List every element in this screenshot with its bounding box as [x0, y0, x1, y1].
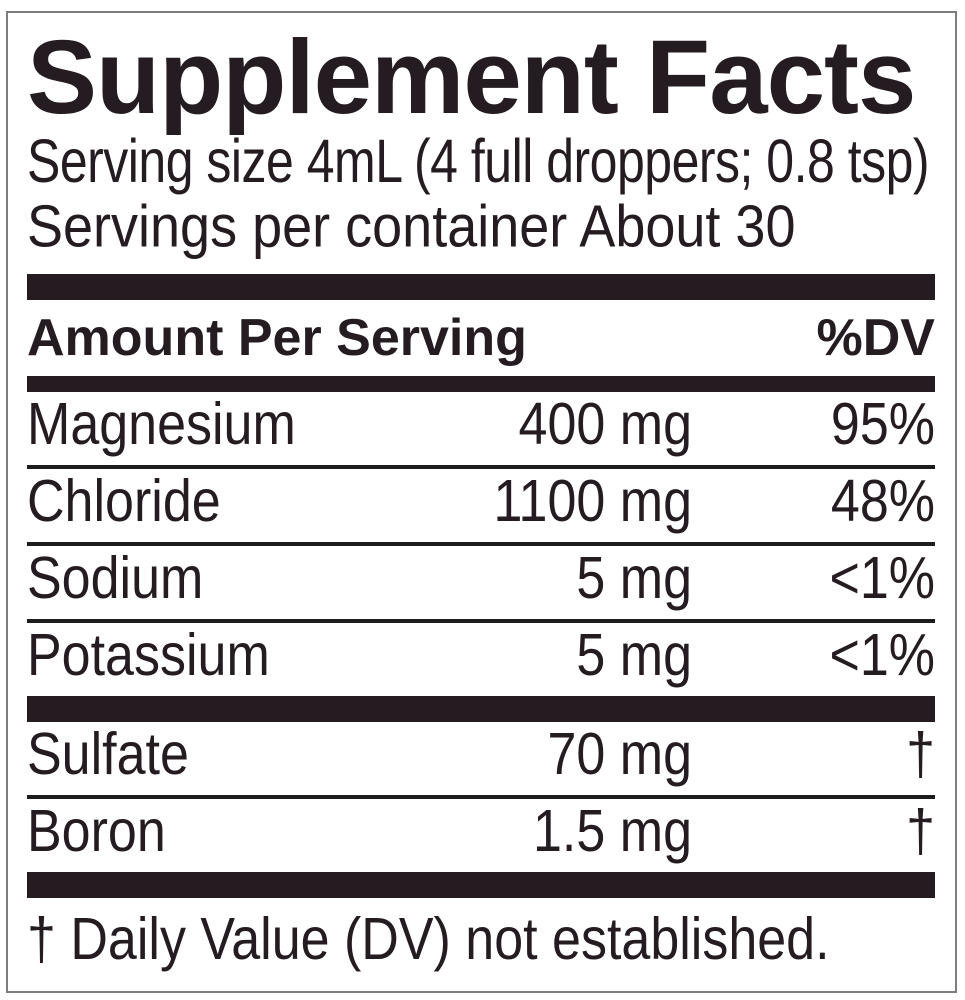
- label-title: Supplement Facts: [27, 19, 916, 136]
- amount-per-serving-header: Amount Per Serving: [27, 309, 527, 367]
- divider-bar-middle: [27, 696, 935, 722]
- nutrient-name: Magnesium: [27, 390, 296, 458]
- row-left-cell: Sodium 5 mg: [27, 545, 692, 613]
- row-left-cell: Boron 1.5 mg: [27, 798, 692, 866]
- nutrient-name: Potassium: [27, 621, 270, 689]
- table-row: Sulfate 70 mg †: [27, 720, 935, 795]
- divider-bar-bottom: [27, 872, 935, 898]
- nutrient-dv: <1%: [829, 621, 935, 689]
- nutrient-dv: <1%: [829, 544, 935, 612]
- nutrient-name: Sulfate: [27, 720, 189, 788]
- footnote-text: † Daily Value (DV) not established.: [27, 906, 830, 973]
- nutrient-amount: 1100 mg: [493, 467, 692, 535]
- table-row: Magnesium 400 mg 95%: [27, 390, 935, 465]
- nutrient-dv-dagger: †: [906, 797, 935, 865]
- nutrient-dv-dagger: †: [906, 720, 935, 788]
- nutrient-rows-main: Magnesium 400 mg 95% Chloride 1100 mg 48…: [27, 390, 935, 696]
- nutrient-amount: 1.5 mg: [533, 797, 692, 865]
- nutrient-amount: 70 mg: [547, 720, 692, 788]
- footnote: † Daily Value (DV) not established.: [27, 898, 935, 974]
- nutrient-name: Sodium: [27, 544, 204, 612]
- percent-dv-header: %DV: [816, 309, 935, 367]
- table-row: Potassium 5 mg <1%: [27, 619, 935, 696]
- nutrient-dv: 95%: [830, 390, 935, 458]
- row-left-cell: Magnesium 400 mg: [27, 391, 692, 459]
- row-left-cell: Chloride 1100 mg: [27, 468, 692, 536]
- row-left-cell: Potassium 5 mg: [27, 622, 692, 690]
- nutrient-name: Chloride: [27, 467, 221, 535]
- supplement-facts-panel: Supplement Facts Serving size 4mL (4 ful…: [6, 11, 957, 993]
- nutrient-dv: 48%: [830, 467, 935, 535]
- nutrient-amount: 5 mg: [576, 544, 692, 612]
- nutrient-amount: 5 mg: [576, 621, 692, 689]
- nutrient-amount: 400 mg: [518, 390, 692, 458]
- nutrient-rows-secondary: Sulfate 70 mg † Boron 1.5 mg †: [27, 720, 935, 872]
- servings-per-container-text: Servings per container About 30: [27, 193, 796, 260]
- divider-bar-top: [27, 274, 935, 300]
- table-row: Sodium 5 mg <1%: [27, 542, 935, 619]
- table-header-row: Amount Per Serving %DV: [27, 300, 935, 376]
- table-row: Chloride 1100 mg 48%: [27, 465, 935, 542]
- serving-size-text: Serving size 4mL (4 full droppers; 0.8 t…: [27, 127, 930, 196]
- row-left-cell: Sulfate 70 mg: [27, 721, 692, 789]
- table-row: Boron 1.5 mg †: [27, 795, 935, 872]
- divider-bar-header: [27, 376, 935, 392]
- nutrient-name: Boron: [27, 797, 166, 865]
